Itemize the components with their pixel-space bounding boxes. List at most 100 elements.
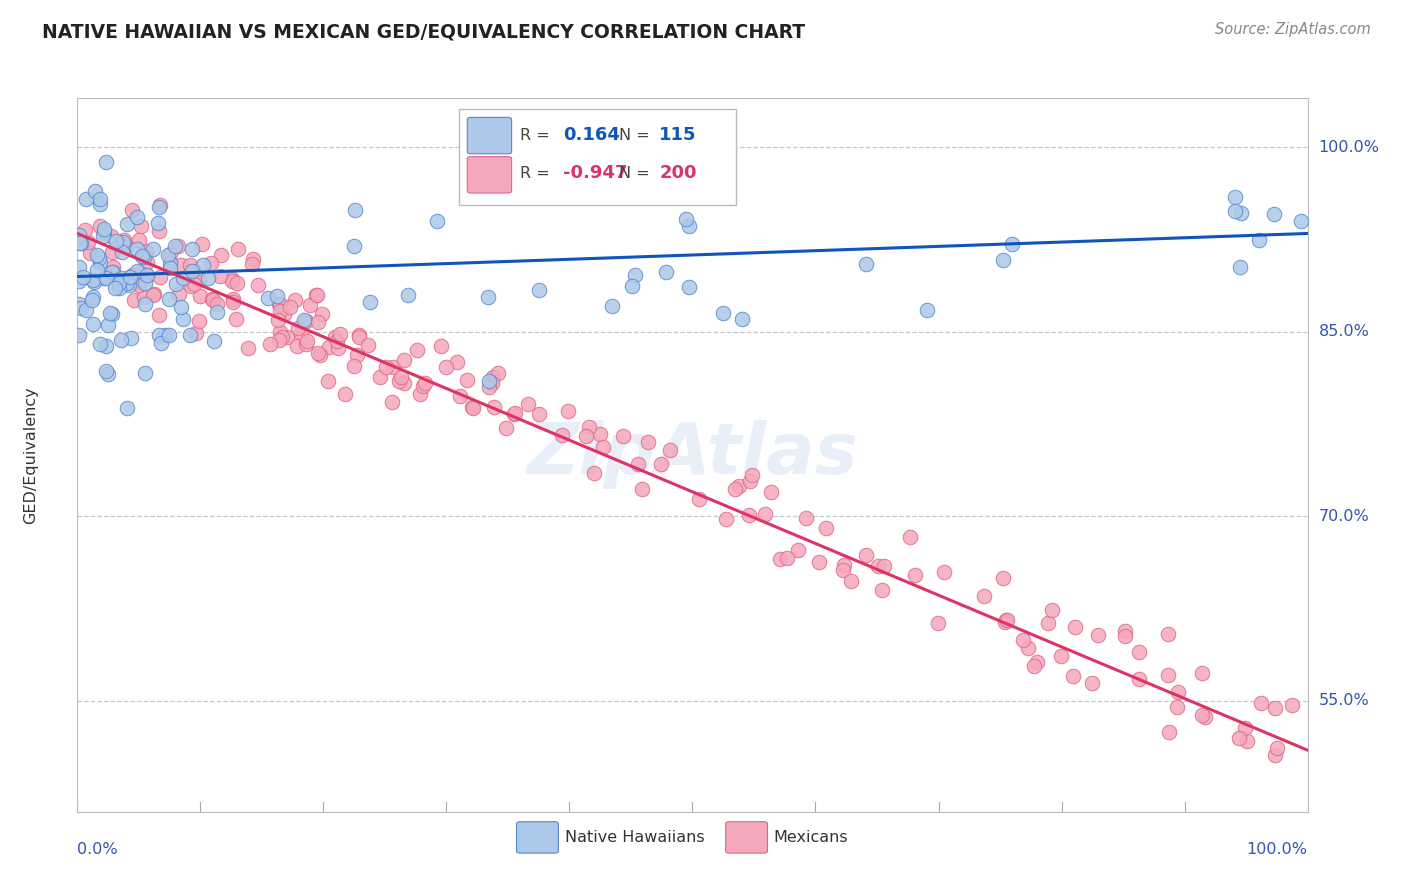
Point [463, 401, 485, 416]
Point [1229, 731, 1251, 745]
Point [841, 574, 863, 588]
Point [1263, 207, 1285, 221]
Point [973, 589, 995, 603]
Point [688, 491, 710, 506]
Point [89, 255, 111, 269]
Point [115, 218, 138, 232]
Point [738, 508, 761, 522]
Text: 100.0%: 100.0% [1319, 140, 1379, 155]
Point [94, 364, 117, 378]
Point [221, 274, 243, 288]
Point [328, 341, 350, 355]
Point [179, 258, 201, 272]
Point [115, 239, 138, 253]
Point [67, 274, 90, 288]
Point [221, 272, 243, 286]
Point [273, 307, 295, 321]
Point [131, 219, 153, 234]
Point [225, 277, 247, 291]
Point [1026, 655, 1049, 669]
Point [209, 247, 232, 261]
Point [89, 192, 111, 206]
Point [527, 283, 550, 297]
Point [557, 404, 579, 418]
Point [202, 293, 225, 307]
Point [1062, 668, 1084, 682]
Point [343, 359, 366, 373]
Point [1128, 672, 1150, 686]
Point [257, 291, 280, 305]
Point [86, 263, 108, 277]
Point [1159, 724, 1181, 739]
Point [242, 252, 264, 267]
Point [344, 203, 367, 218]
Point [79, 246, 101, 260]
Point [630, 482, 652, 496]
Point [107, 281, 129, 295]
Point [307, 316, 329, 330]
Point [318, 340, 340, 354]
Point [159, 247, 181, 261]
Point [927, 616, 949, 631]
Point [180, 278, 202, 293]
Point [592, 440, 614, 454]
Point [115, 401, 138, 415]
Point [110, 334, 132, 348]
Point [101, 268, 124, 283]
Point [134, 297, 156, 311]
Point [482, 370, 505, 384]
Point [94, 155, 117, 169]
Point [575, 428, 598, 442]
Point [1128, 645, 1150, 659]
Point [172, 311, 194, 326]
Point [94, 339, 117, 353]
Point [208, 269, 231, 284]
Point [527, 407, 550, 421]
Point [478, 374, 501, 388]
Point [1264, 747, 1286, 762]
Point [179, 327, 201, 342]
Point [69, 301, 91, 315]
Point [125, 242, 148, 256]
Point [121, 268, 143, 283]
Point [1249, 233, 1271, 247]
Point [1024, 659, 1046, 673]
Point [170, 300, 193, 314]
Point [991, 253, 1014, 268]
Point [738, 475, 761, 489]
Point [98, 306, 121, 320]
Point [323, 330, 346, 344]
Point [82, 272, 104, 286]
Point [82, 293, 104, 308]
Point [759, 485, 782, 500]
Text: Mexicans: Mexicans [773, 830, 848, 845]
Point [295, 337, 318, 351]
Point [183, 277, 205, 291]
Point [246, 277, 269, 292]
Point [382, 359, 405, 374]
Point [1281, 698, 1303, 713]
Point [134, 276, 156, 290]
Point [1157, 667, 1180, 681]
Point [727, 479, 749, 493]
Point [202, 334, 225, 349]
Point [994, 615, 1017, 630]
Point [94, 270, 117, 285]
Point [284, 293, 307, 307]
Point [101, 265, 124, 279]
Point [149, 335, 172, 350]
Point [75, 303, 97, 318]
Point [187, 272, 209, 286]
Text: 70.0%: 70.0% [1319, 509, 1369, 524]
Point [381, 394, 404, 409]
Point [305, 288, 328, 302]
Point [995, 613, 1018, 627]
Point [267, 313, 290, 327]
FancyBboxPatch shape [458, 109, 735, 205]
Point [222, 295, 245, 310]
Point [114, 233, 136, 247]
Point [82, 318, 104, 332]
Point [100, 229, 122, 244]
Point [124, 293, 146, 307]
Point [101, 265, 124, 279]
